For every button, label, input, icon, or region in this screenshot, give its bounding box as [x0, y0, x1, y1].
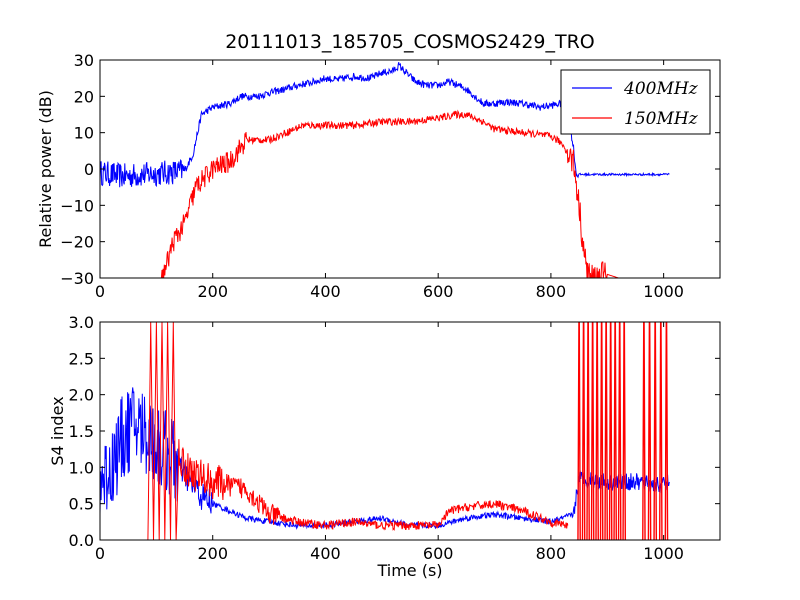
y-tick-label-0-6: 30: [74, 51, 94, 70]
x-tick-label-0-4: 800: [536, 282, 567, 301]
series-spike-150mhz-8: [613, 322, 617, 540]
x-tick-label-1-2: 400: [310, 544, 341, 563]
legend-label-400mhz: 400MHz: [623, 79, 699, 99]
x-axis-label: Time (s): [376, 561, 442, 580]
chart-title: 20111013_185705_COSMOS2429_TRO: [225, 31, 595, 53]
series-spike-150mhz-15: [664, 322, 669, 540]
bottom-plot-ticks: 0 200 400 600 800 1000 0.0 0.5 1.0 1.5 2.0 2.5 3.0: [69, 313, 720, 563]
legend-label-150mhz: 150MHz: [624, 109, 699, 129]
y-tick-label-0-2: −10: [60, 196, 94, 215]
y-tick-label-1-4: 2.0: [69, 386, 94, 405]
series-spike-150mhz-11: [642, 322, 646, 540]
bottom-plot-lines: [100, 322, 670, 540]
y-tick-label-1-2: 1.0: [69, 458, 94, 477]
series-spike-150mhz-3: [590, 322, 595, 540]
y-tick-label-1-6: 3.0: [69, 313, 94, 332]
bottom-y-axis-label: S4 index: [48, 396, 67, 465]
series-spike-150mhz-9: [617, 322, 622, 540]
top-plot: 0 200 400 600 800 1000 −30 −20 −10 0 10 20 30 Relati…: [36, 51, 721, 301]
x-tick-label-1-3: 600: [423, 544, 454, 563]
x-tick-label-1-4: 800: [536, 544, 567, 563]
series-spike-150mhz-14: [658, 322, 663, 540]
x-tick-label-0-0: 0: [95, 282, 105, 301]
series-spike-150mhz-5: [599, 322, 604, 540]
series-spike-150mhz-10: [622, 322, 627, 540]
series-line-400mhz-0: [100, 62, 670, 188]
series-spike-150mhz-13: [653, 322, 658, 540]
series-spike-150mhz-7: [608, 322, 613, 540]
y-tick-label-0-1: −20: [60, 233, 94, 252]
x-tick-label-1-5: 1000: [643, 544, 684, 563]
x-tick-label-0-2: 400: [310, 282, 341, 301]
x-tick-label-1-1: 200: [197, 544, 228, 563]
y-tick-label-0-0: −30: [60, 269, 94, 288]
y-tick-label-0-3: 0: [84, 160, 94, 179]
x-tick-label-0-5: 1000: [643, 282, 684, 301]
x-tick-label-0-1: 200: [197, 282, 228, 301]
series-spike-150mhz-2: [586, 322, 590, 540]
series-spike-150mhz-1: [581, 322, 586, 540]
series-spike-150mhz-6: [604, 322, 608, 540]
series-spike-150mhz-0: [577, 322, 581, 540]
y-tick-label-0-4: 10: [74, 124, 94, 143]
y-tick-label-1-5: 2.5: [69, 349, 94, 368]
y-tick-label-1-0: 0.0: [69, 531, 94, 550]
legend-box: [560, 69, 711, 135]
top-y-axis-label: Relative power (dB): [36, 90, 55, 248]
series-line-150mhz-0: [100, 109, 664, 278]
series-spike-150mhz-12: [647, 322, 652, 540]
y-tick-label-0-5: 20: [74, 87, 94, 106]
y-tick-label-1-1: 0.5: [69, 495, 94, 514]
series-spike-150mhz-4: [595, 322, 599, 540]
bottom-plot: 0 200 400 600 800 1000 0.0 0.5 1.0 1.5 2.0 2.5 3.0 S…: [48, 313, 721, 580]
top-plot-ticks: 0 200 400 600 800 1000 −30 −20 −10 0 10 20 30: [60, 51, 720, 301]
x-tick-label-1-0: 0: [95, 544, 105, 563]
series-line-150mhz-1: [100, 322, 569, 540]
y-tick-label-1-3: 1.5: [69, 422, 94, 441]
legend: 400MHz 150MHz: [560, 69, 711, 135]
top-plot-lines: [100, 62, 670, 278]
x-tick-label-0-3: 600: [423, 282, 454, 301]
